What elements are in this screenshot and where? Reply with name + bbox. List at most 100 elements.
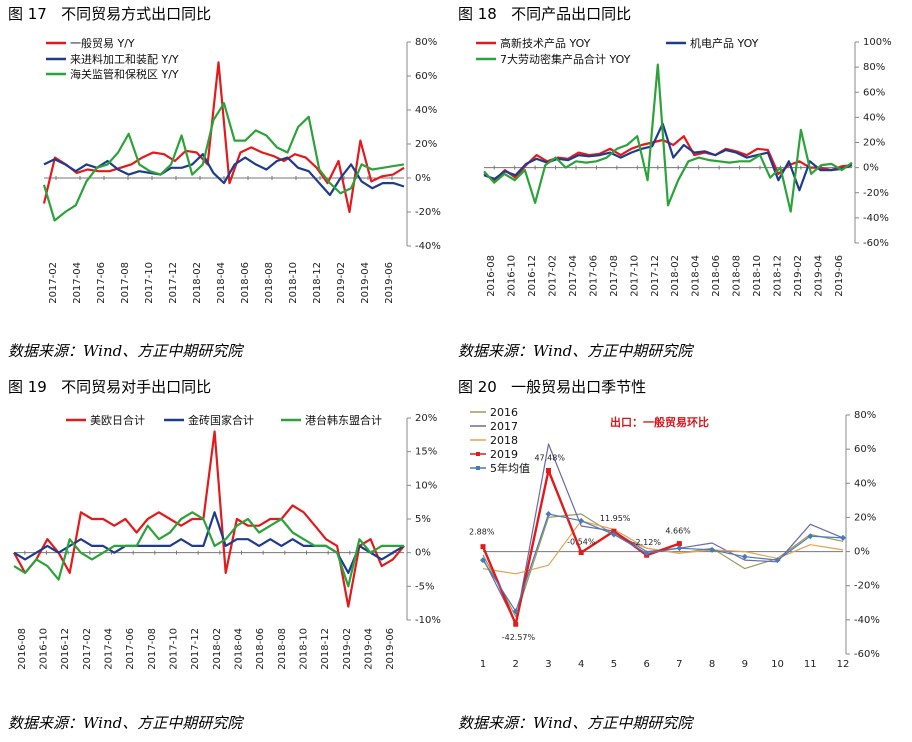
chart3-inner-title: 出口：一般贸易环比 xyxy=(610,415,709,429)
chart2-x-tick-label: 2019-02 xyxy=(342,628,353,670)
chart0-y-tick-label: 20% xyxy=(415,139,437,150)
chart2-y-tick-label: 10% xyxy=(415,480,437,491)
chart3-legend-label-2: 2018 xyxy=(490,434,518,447)
chart2-x-tick-label: 2018-04 xyxy=(234,628,245,670)
chart3-y-tick-label: -40% xyxy=(854,615,880,626)
chart17-source: 数据来源：Wind、方正中期研究院 xyxy=(8,342,243,360)
chart3-point-2019 xyxy=(611,528,617,534)
chart2-x-tick-label: 2018-10 xyxy=(299,628,310,670)
chart0-legend-label-2: 海关监管和保税区 Y/Y xyxy=(70,67,179,81)
chart0-series-line-1 xyxy=(43,153,405,197)
chart2-x-tick-label: 2018-02 xyxy=(212,628,223,670)
chart3-x-tick-label: 6 xyxy=(643,659,649,670)
chart3-data-label: -42.57% xyxy=(502,633,536,642)
chart3-x-tick-label: 11 xyxy=(804,659,817,670)
chart1-x-tick-label: 2019-04 xyxy=(813,255,824,297)
chart1-y-tick-label: 80% xyxy=(863,62,885,73)
chart3-series-line-3 xyxy=(481,469,680,626)
chart1-x-tick-label: 2017-10 xyxy=(629,255,640,297)
chart0-y-tick-label: -20% xyxy=(415,207,441,218)
chart3-point-avg xyxy=(741,553,748,560)
chart3-series-line-1 xyxy=(482,443,844,624)
chart2-x-tick-label: 2017-06 xyxy=(125,628,136,670)
chart3-x-tick-label: 2 xyxy=(513,659,519,670)
chart1-x-tick-label: 2018-10 xyxy=(752,255,763,297)
chart3-data-label: 4.66% xyxy=(665,527,691,536)
chart3-point-avg xyxy=(709,546,716,553)
chart2-x-tick-label: 2019-04 xyxy=(364,628,375,670)
chart2-series-line-2 xyxy=(13,511,404,588)
chart20-source: 数据来源：Wind、方正中期研究院 xyxy=(458,714,693,732)
chart3-x-tick-label: 7 xyxy=(676,659,682,670)
chart2-legend-label-0: 美欧日合计 xyxy=(90,413,145,427)
chart3-point-avg xyxy=(643,550,650,557)
chart3-point-avg xyxy=(512,608,519,615)
chart1-legend-label-1: 机电产品 YOY xyxy=(690,36,759,50)
chart1-y-tick-label: -20% xyxy=(863,188,889,199)
chart3-x-tick-label: 5 xyxy=(611,659,617,670)
chart3-legend-label-1: 2017 xyxy=(490,420,518,433)
chart3-y-tick-label: 20% xyxy=(854,512,876,523)
chart2-x-tick-label: 2017-08 xyxy=(147,628,158,670)
chart2-x-tick-label: 2018-08 xyxy=(277,628,288,670)
chart20-title: 图 20 一般贸易出口季节性 xyxy=(458,378,647,396)
chart3-legend-marker-4 xyxy=(476,466,480,470)
chart1-y-tick-label: 40% xyxy=(863,112,885,123)
chart2-y-tick-label: 15% xyxy=(415,447,437,458)
chart2-x-tick-label: 2019-06 xyxy=(385,628,396,670)
chart2-x-tick-label: 2017-02 xyxy=(82,628,93,670)
chart1-x-tick-label: 2016-08 xyxy=(486,255,497,297)
chart3-point-avg xyxy=(840,534,846,541)
chart3-data-label: 11.95% xyxy=(600,514,631,523)
chart1-x-tick-label: 2019-02 xyxy=(793,255,804,297)
chart1-x-tick-label: 2017-12 xyxy=(650,255,661,297)
chart3-legend-label-0: 2016 xyxy=(490,406,518,419)
chart3-point-avg xyxy=(578,517,585,524)
chart18-source: 数据来源：Wind、方正中期研究院 xyxy=(458,342,693,360)
chart1-x-tick-label: 2018-12 xyxy=(772,255,783,297)
chart1-y-tick-label: 0% xyxy=(863,163,879,174)
chart2-legend-label-1: 金砖国家合计 xyxy=(188,413,254,427)
chart0-x-tick-label: 2018-08 xyxy=(264,262,275,304)
chart3-x-tick-label: 1 xyxy=(480,659,486,670)
chart1-x-tick-label: 2019-06 xyxy=(834,255,845,297)
chart1-legend-label-2: 7大劳动密集产品合计 YOY xyxy=(500,52,631,66)
chart3-data-label: 2.88% xyxy=(469,528,495,537)
chart1-x-tick-label: 2017-08 xyxy=(609,255,620,297)
chart1-y-tick-label: 20% xyxy=(863,138,885,149)
chart2-x-tick-label: 2016-12 xyxy=(60,628,71,670)
chart0-x-tick-label: 2018-12 xyxy=(312,262,323,304)
chart2-x-tick-label: 2016-08 xyxy=(17,628,28,670)
chart3-x-tick-label: 9 xyxy=(742,659,748,670)
chart0-x-tick-label: 2019-02 xyxy=(336,262,347,304)
chart3-point-avg xyxy=(774,557,781,564)
chart3-y-tick-label: 0% xyxy=(854,547,870,558)
chart19-title: 图 19 不同贸易对手出口同比 xyxy=(8,378,212,396)
chart1-x-tick-label: 2016-10 xyxy=(507,255,518,297)
chart0-legend-label-0: 一般贸易 Y/Y xyxy=(70,37,135,50)
chart1-x-tick-label: 2018-08 xyxy=(732,255,743,297)
chart0-y-tick-label: 40% xyxy=(415,105,437,116)
chart3-point-avg xyxy=(610,531,617,538)
chart3-point-avg xyxy=(676,545,683,552)
chart0-x-tick-label: 2017-10 xyxy=(144,262,155,304)
chart0-x-tick-label: 2017-02 xyxy=(48,262,59,304)
chart0-x-tick-label: 2018-04 xyxy=(216,262,227,304)
chart3-point-avg xyxy=(807,533,814,540)
chart1-x-tick-label: 2018-06 xyxy=(711,255,722,297)
chart2-x-tick-label: 2017-12 xyxy=(190,628,201,670)
chart3-point-2019 xyxy=(480,544,486,550)
chart0-y-tick-label: 0% xyxy=(415,173,431,184)
chart3-point-2019 xyxy=(545,468,551,474)
chart2-x-tick-label: 2018-06 xyxy=(255,628,266,670)
chart0-y-tick-label: 60% xyxy=(415,71,437,82)
chart1-series-line-2 xyxy=(483,63,853,213)
chart3-x-tick-label: 8 xyxy=(709,659,715,670)
chart3-point-avg xyxy=(480,557,486,564)
chart0-x-tick-label: 2018-06 xyxy=(240,262,251,304)
chart19-source: 数据来源：Wind、方正中期研究院 xyxy=(8,714,243,732)
chart3-data-label: -0.54% xyxy=(567,537,596,546)
chart3-legend-label-4: 5年均值 xyxy=(490,461,530,475)
chart1-y-tick-label: -40% xyxy=(863,213,889,224)
